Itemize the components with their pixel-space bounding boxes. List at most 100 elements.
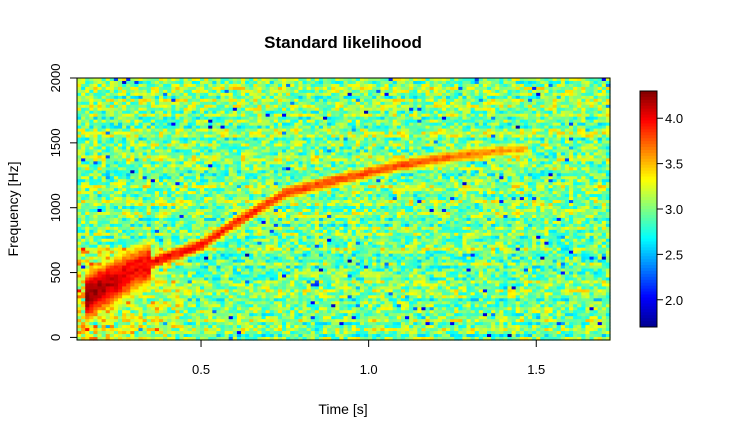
heatmap-cell xyxy=(388,188,394,192)
heatmap-cell xyxy=(93,173,99,177)
heatmap-cell xyxy=(138,140,144,145)
heatmap-cell xyxy=(339,80,345,85)
heatmap-cell xyxy=(187,110,193,115)
heatmap-cell xyxy=(470,179,476,183)
heatmap-cell xyxy=(368,173,373,177)
heatmap-cell xyxy=(400,185,406,189)
heatmap-cell xyxy=(105,125,111,130)
heatmap-cell xyxy=(384,182,390,186)
heatmap-cell xyxy=(138,161,144,165)
heatmap-cell xyxy=(224,146,230,151)
heatmap-cell xyxy=(282,185,287,189)
heatmap-cell xyxy=(183,149,189,154)
heatmap-cell xyxy=(462,104,468,109)
heatmap-cell xyxy=(474,83,480,88)
heatmap-cell xyxy=(528,116,533,121)
heatmap-cell xyxy=(359,86,365,91)
heatmap-cell xyxy=(331,131,336,136)
heatmap-cell xyxy=(183,107,189,112)
heatmap-cell xyxy=(519,98,525,103)
heatmap-cell xyxy=(470,182,476,186)
heatmap-cell xyxy=(462,146,468,151)
heatmap-cell xyxy=(314,95,320,100)
heatmap-cell xyxy=(396,173,402,177)
heatmap-cell xyxy=(101,176,107,180)
heatmap-cell xyxy=(101,185,107,189)
heatmap-cell xyxy=(511,134,517,139)
heatmap-cell xyxy=(474,131,480,136)
heatmap-cell xyxy=(528,128,533,133)
heatmap-cell xyxy=(528,104,533,109)
heatmap-cell xyxy=(499,143,504,148)
heatmap-cell xyxy=(93,83,99,88)
heatmap-cell xyxy=(138,164,144,168)
heatmap-cell xyxy=(294,149,299,154)
heatmap-cell xyxy=(290,131,295,136)
heatmap-cell xyxy=(441,92,447,97)
heatmap-cell xyxy=(368,158,373,162)
heatmap-cell xyxy=(138,185,144,189)
heatmap-cell xyxy=(97,134,103,139)
heatmap-cell xyxy=(122,137,127,142)
heatmap-cell xyxy=(351,140,357,145)
heatmap-cell xyxy=(142,116,148,121)
heatmap-cell xyxy=(470,95,476,100)
heatmap-cell xyxy=(450,113,455,118)
heatmap-cell xyxy=(241,161,246,165)
heatmap-cell xyxy=(85,140,90,145)
heatmap-cell xyxy=(171,161,176,165)
heatmap-cell xyxy=(85,128,90,133)
heatmap-cell xyxy=(327,146,332,151)
heatmap-cell xyxy=(417,134,422,139)
heatmap-cell xyxy=(167,176,172,180)
heatmap-cell xyxy=(511,101,517,106)
heatmap-cell xyxy=(392,131,398,136)
heatmap-cell xyxy=(101,78,107,82)
heatmap-cell xyxy=(589,131,595,136)
heatmap-cell xyxy=(605,152,611,157)
heatmap-cell xyxy=(564,95,570,100)
heatmap-cell xyxy=(495,179,500,183)
heatmap-cell xyxy=(515,158,521,162)
heatmap-cell xyxy=(507,185,513,189)
heatmap-cell xyxy=(241,173,246,177)
heatmap-cell xyxy=(359,167,365,171)
heatmap-cell xyxy=(425,167,431,171)
heatmap-cell xyxy=(105,152,111,157)
heatmap-cell xyxy=(241,110,246,115)
heatmap-cell xyxy=(85,158,90,162)
heatmap-cell xyxy=(470,161,476,165)
heatmap-cell xyxy=(507,125,513,130)
heatmap-cell xyxy=(540,137,545,142)
heatmap-cell xyxy=(261,170,267,174)
heatmap-cell xyxy=(552,140,558,145)
heatmap-cell xyxy=(146,155,152,159)
heatmap-cell xyxy=(359,185,365,189)
heatmap-cell xyxy=(77,113,82,118)
heatmap-cell xyxy=(515,152,521,157)
heatmap-cell xyxy=(220,98,226,103)
heatmap-cell xyxy=(589,152,595,157)
heatmap-cell xyxy=(454,125,459,130)
heatmap-cell xyxy=(109,167,115,171)
heatmap-cell xyxy=(302,146,308,151)
heatmap-cell xyxy=(204,131,209,136)
heatmap-cell xyxy=(478,131,484,136)
heatmap-cell xyxy=(495,188,500,192)
heatmap-cell xyxy=(314,176,320,180)
heatmap-cell xyxy=(523,104,529,109)
heatmap-cell xyxy=(466,83,472,88)
heatmap-cell xyxy=(232,128,238,133)
heatmap-cell xyxy=(540,128,545,133)
heatmap-cell xyxy=(597,92,603,97)
heatmap-cell xyxy=(208,140,213,145)
heatmap-cell xyxy=(413,146,418,151)
heatmap-cell xyxy=(204,158,209,162)
heatmap-cell xyxy=(150,149,156,154)
heatmap-cell xyxy=(220,122,226,127)
heatmap-cell xyxy=(327,176,332,180)
heatmap-cell xyxy=(491,116,496,121)
heatmap-cell xyxy=(167,113,172,118)
heatmap-cell xyxy=(552,179,558,183)
